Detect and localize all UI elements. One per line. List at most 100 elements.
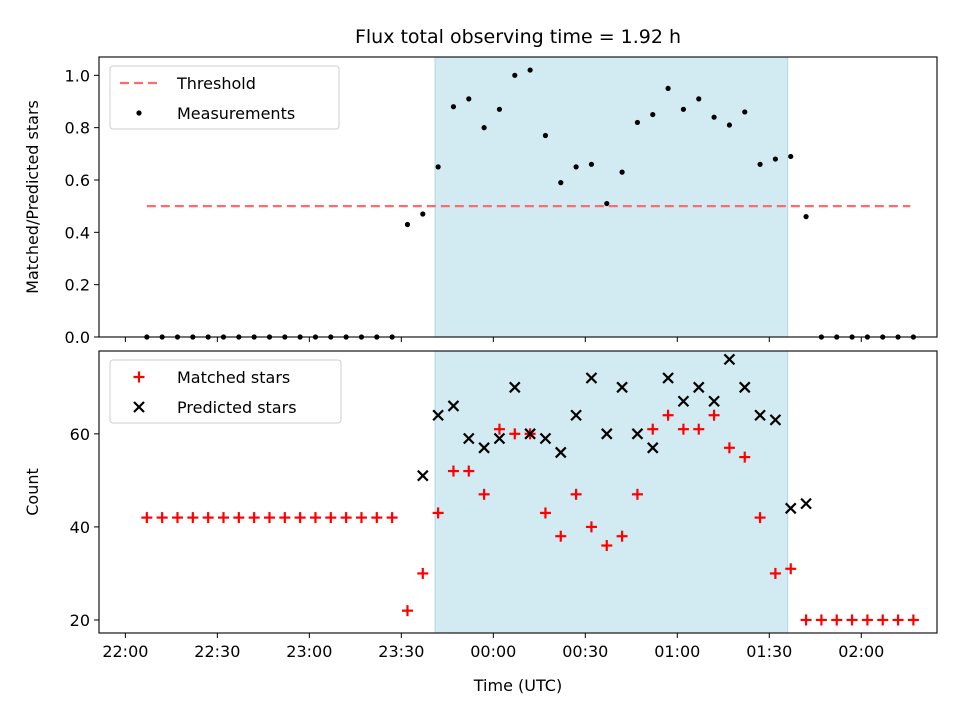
measurement-point bbox=[665, 85, 671, 92]
predicted-star-point bbox=[646, 442, 659, 454]
predicted-star-point bbox=[708, 395, 720, 408]
matched-star-point bbox=[294, 512, 306, 524]
chart-title: Flux total observing time = 1.92 h bbox=[355, 26, 681, 48]
predicted-star-point bbox=[463, 432, 475, 445]
predicted-star-point-b bbox=[600, 428, 613, 440]
matched-star-point bbox=[463, 465, 475, 477]
top-legend: Threshold Measurements bbox=[109, 65, 340, 130]
x-tick-label: 22:00 bbox=[102, 642, 148, 661]
predicted-star-point-b bbox=[723, 353, 736, 366]
measurement-point bbox=[788, 153, 794, 160]
matched-star-point bbox=[601, 540, 613, 552]
bottom-legend-box bbox=[109, 359, 342, 424]
matched-star-point bbox=[861, 614, 873, 626]
measurement-point bbox=[420, 211, 426, 217]
matched-star-point bbox=[585, 521, 597, 533]
predicted-star-point-b bbox=[493, 432, 506, 445]
matched-star-point bbox=[769, 567, 781, 579]
predicted-star-point-b bbox=[769, 414, 782, 426]
predicted-star-point bbox=[585, 372, 598, 384]
bottom-y-tick-label: 60 bbox=[70, 425, 90, 444]
predicted-star-point bbox=[616, 381, 628, 394]
predicted-star-point-b bbox=[616, 381, 628, 394]
measurement-point bbox=[466, 96, 472, 102]
bottom-y-tick-label: 40 bbox=[70, 518, 90, 537]
predicted-star-point-b bbox=[738, 381, 751, 394]
legend-label: Threshold bbox=[176, 74, 256, 93]
top-y-tick-label: 0.0 bbox=[65, 328, 90, 347]
predicted-star-point bbox=[417, 469, 429, 482]
legend-label: Matched stars bbox=[177, 368, 290, 387]
predicted-star-point bbox=[769, 414, 782, 426]
predicted-star-point bbox=[539, 432, 552, 445]
matched-star-point bbox=[447, 465, 459, 477]
predicted-star-point-b bbox=[417, 469, 429, 482]
predicted-star-point-b bbox=[800, 497, 812, 510]
predicted-star-point-b bbox=[432, 409, 444, 421]
predicted-star-point-b bbox=[646, 442, 659, 454]
matched-star-point bbox=[662, 409, 674, 421]
top-y-tick-label: 0.4 bbox=[65, 223, 90, 242]
matched-star-point bbox=[371, 512, 383, 524]
predicted-star-point bbox=[692, 381, 705, 394]
panel-counts: 20 40 60 22:00 22:30 23:00 23:30 00:00 00:30 01:0… bbox=[23, 350, 938, 661]
predicted-star-point bbox=[754, 409, 766, 421]
x-tick-label: 00:00 bbox=[470, 642, 516, 661]
matched-star-point bbox=[309, 512, 321, 524]
top-y-axis-label: Matched/Predicted stars bbox=[23, 100, 42, 294]
predicted-star-point bbox=[800, 497, 812, 510]
matched-star-point bbox=[846, 614, 858, 626]
bottom-y-tick-label: 20 bbox=[70, 611, 90, 630]
x-tick-label: 23:00 bbox=[286, 642, 332, 661]
measurement-point bbox=[757, 161, 763, 167]
measurement-point bbox=[435, 164, 441, 170]
matched-star-point bbox=[248, 512, 260, 524]
x-tick-label: 01:00 bbox=[654, 642, 700, 661]
legend-swatch-x bbox=[133, 401, 145, 413]
legend-swatch-x-b bbox=[133, 401, 145, 413]
matched-star-point bbox=[325, 512, 337, 524]
predicted-star-point-b bbox=[692, 381, 705, 394]
matched-star-point bbox=[708, 409, 720, 421]
predicted-star-point-b bbox=[478, 442, 490, 454]
predicted-star-point-b bbox=[524, 428, 536, 440]
matched-star-point bbox=[723, 442, 735, 454]
matched-star-point bbox=[263, 512, 275, 524]
measurement-point bbox=[619, 169, 625, 175]
predicted-star-point bbox=[662, 372, 674, 384]
bottom-y-axis-label: Count bbox=[23, 468, 42, 516]
predicted-star-point-b bbox=[754, 409, 766, 421]
matched-star-point bbox=[171, 512, 183, 524]
measurement-point bbox=[696, 96, 702, 102]
measurement-point bbox=[604, 200, 610, 207]
predicted-star-point-b bbox=[631, 428, 644, 440]
predicted-star-point bbox=[784, 502, 797, 515]
predicted-star-point bbox=[493, 432, 506, 445]
measurement-point bbox=[650, 111, 656, 118]
matched-star-point bbox=[202, 512, 214, 524]
matched-star-point bbox=[233, 512, 245, 524]
predicted-star-point-b bbox=[539, 432, 552, 445]
top-y-tick-label: 0.8 bbox=[65, 119, 90, 138]
measurement-point bbox=[680, 106, 687, 112]
legend-label: Predicted stars bbox=[177, 398, 297, 417]
top-y-tick-label: 0.6 bbox=[65, 171, 90, 190]
predicted-star-point bbox=[677, 395, 690, 408]
matched-star-point bbox=[831, 614, 843, 626]
matched-star-point bbox=[187, 512, 199, 524]
x-tick-label: 01:30 bbox=[746, 642, 792, 661]
bottom-series-0 bbox=[141, 409, 919, 626]
legend-label: Measurements bbox=[177, 104, 295, 123]
matched-star-point bbox=[877, 614, 889, 626]
bottom-series-1 bbox=[417, 353, 812, 515]
measurement-point bbox=[496, 106, 503, 112]
predicted-star-point bbox=[631, 428, 644, 440]
predicted-star-point bbox=[524, 428, 536, 440]
matched-star-point bbox=[555, 530, 567, 542]
matched-star-point bbox=[279, 512, 291, 524]
predicted-star-point bbox=[554, 446, 567, 459]
x-tick-label: 23:30 bbox=[378, 642, 424, 661]
predicted-star-point-b bbox=[570, 409, 582, 421]
matched-star-point bbox=[570, 488, 582, 500]
measurement-point bbox=[588, 161, 595, 167]
